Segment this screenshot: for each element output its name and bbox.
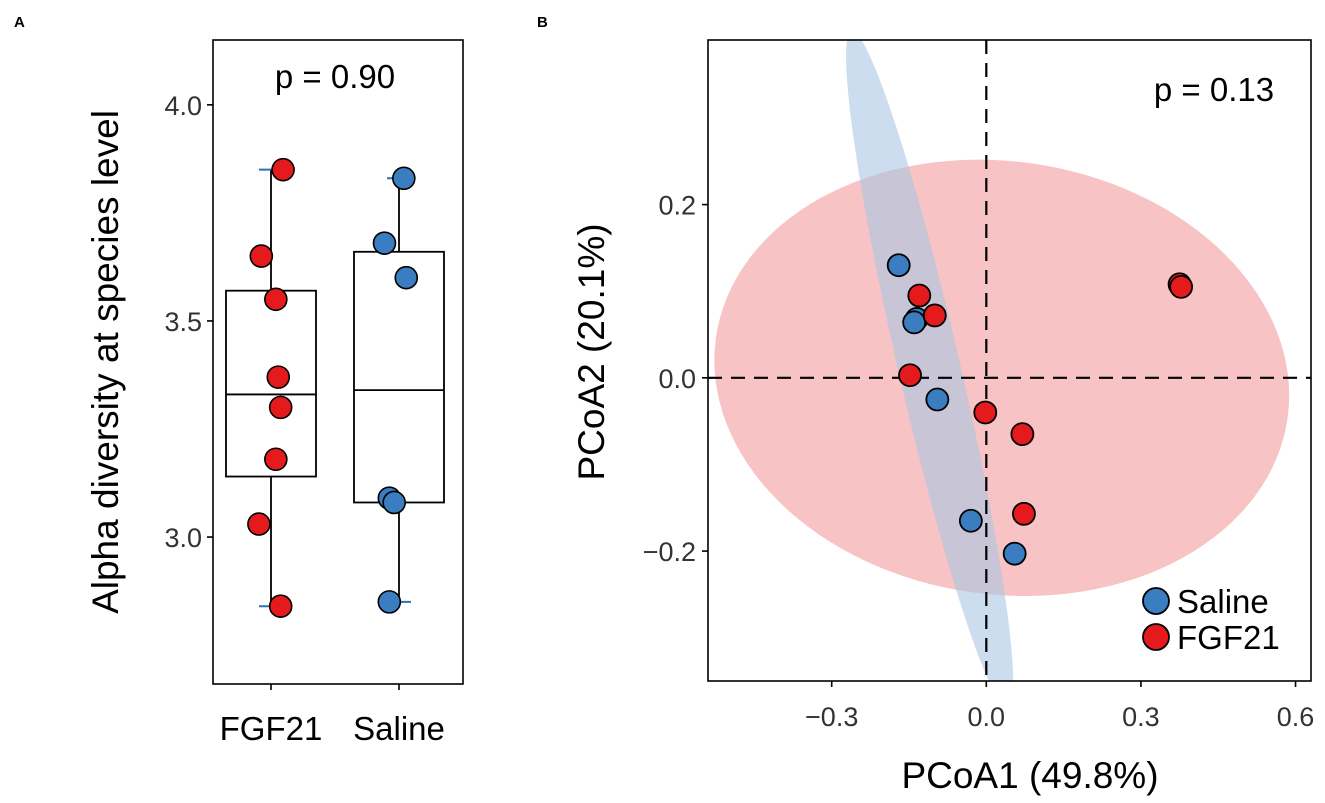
- panel-a-label: A: [14, 14, 25, 31]
- y-tick-label: 3.0: [164, 523, 202, 553]
- panel-a-points: [247, 157, 419, 619]
- point-fgf21: [898, 363, 922, 388]
- x-tick-label: −0.3: [805, 702, 858, 732]
- panel-b-y-axis-label: PCoA2 (20.1%): [571, 223, 612, 480]
- y-tick-label: 0.0: [658, 364, 696, 394]
- point-saline: [886, 253, 911, 278]
- ellipse-fgf21: [714, 159, 1290, 597]
- point-fgf21: [249, 244, 274, 268]
- point-fgf21: [907, 283, 932, 308]
- x-tick-label: Saline: [353, 710, 445, 747]
- point-saline: [902, 310, 927, 335]
- panel-b: B p = 0.13 PCoA2 (20.1%) PCoA1 (49.8%) −…: [537, 14, 1314, 796]
- point-fgf21: [922, 303, 947, 328]
- point-saline: [394, 265, 419, 290]
- legend-label-saline: Saline: [1177, 583, 1269, 620]
- point-saline: [925, 387, 950, 412]
- point-fgf21: [247, 512, 271, 536]
- panel-b-legend: Saline FGF21: [1142, 583, 1280, 656]
- panel-b-frame: [707, 39, 1312, 682]
- panel-b-y-axis: −0.2 0.0 0.2: [643, 191, 708, 567]
- panel-a: A p = 0.90 Alpha diversity at species le…: [14, 14, 464, 747]
- y-tick-label: 0.2: [658, 191, 696, 221]
- panel-a-boxes: [225, 168, 445, 608]
- point-fgf21: [264, 287, 288, 312]
- point-saline: [958, 508, 983, 533]
- panel-a-y-axis: 3.0 3.5 4.0: [164, 91, 213, 553]
- panel-b-points: [886, 253, 1194, 566]
- legend-label-fgf21: FGF21: [1177, 619, 1280, 656]
- point-saline: [1002, 541, 1027, 566]
- legend-marker-saline: [1142, 587, 1170, 615]
- panel-b-reference-lines: [708, 40, 1311, 681]
- panel-b-label: B: [537, 14, 548, 31]
- point-fgf21: [266, 365, 291, 389]
- point-saline: [382, 490, 406, 515]
- panel-a-p-value: p = 0.90: [275, 58, 395, 95]
- box-fgf21: [225, 168, 317, 608]
- box-iqr: [353, 250, 445, 504]
- x-tick-label: 0.0: [968, 702, 1006, 732]
- point-fgf21: [973, 400, 998, 425]
- point-fgf21: [1169, 274, 1194, 299]
- point-fgf21: [271, 157, 295, 182]
- point-saline: [372, 231, 397, 255]
- y-tick-label: 3.5: [164, 307, 202, 337]
- panel-a-y-axis-label: Alpha diversity at species level: [85, 110, 126, 614]
- point-fgf21: [1012, 501, 1036, 526]
- x-tick-label: 0.3: [1122, 702, 1160, 732]
- panel-b-p-value: p = 0.13: [1154, 71, 1274, 108]
- box-saline: [353, 177, 445, 603]
- point-fgf21: [268, 395, 293, 420]
- y-tick-label: 4.0: [164, 91, 202, 121]
- panel-a-x-axis: FGF21 Saline: [220, 684, 445, 747]
- panel-b-x-axis: −0.3 0.0 0.3 0.6: [805, 681, 1314, 732]
- panel-a-frame: [212, 39, 464, 685]
- y-tick-label: −0.2: [643, 537, 696, 567]
- point-fgf21: [1010, 422, 1035, 447]
- point-fgf21: [264, 447, 288, 472]
- panel-b-ellipses: [714, 40, 1290, 681]
- legend-marker-fgf21: [1142, 623, 1170, 651]
- point-saline: [377, 590, 402, 614]
- point-saline: [392, 166, 416, 191]
- point-fgf21: [268, 594, 293, 619]
- x-tick-label: 0.6: [1277, 702, 1315, 732]
- x-tick-label: FGF21: [220, 710, 323, 747]
- ellipse-saline: [846, 40, 1014, 681]
- panel-b-x-axis-label: PCoA1 (49.8%): [901, 755, 1158, 796]
